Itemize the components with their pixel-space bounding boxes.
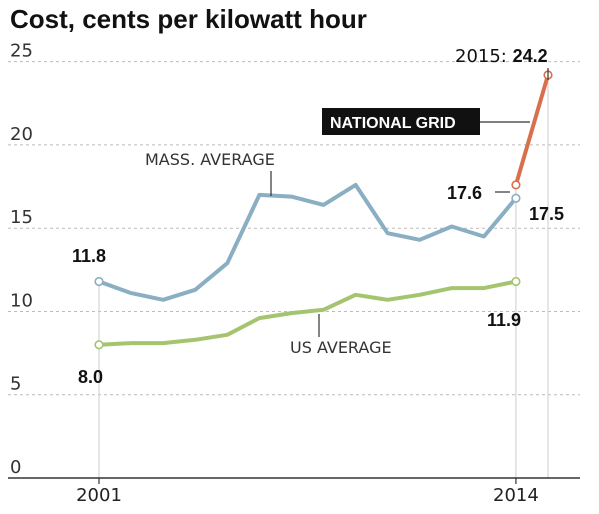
ng-2015-prefix: 2015: bbox=[455, 46, 513, 67]
mass-start-value: 11.8 bbox=[72, 246, 106, 266]
data-point-marker bbox=[511, 193, 521, 203]
us-average-label: US AVERAGE bbox=[290, 338, 392, 357]
series-line bbox=[513, 73, 550, 187]
x-tick-label: 2001 bbox=[76, 485, 122, 506]
y-tick-label: 10 bbox=[10, 290, 33, 311]
data-point-marker bbox=[94, 276, 104, 287]
ng-2015-number: 24.2 bbox=[513, 46, 548, 66]
us-end-value: 11.9 bbox=[487, 310, 521, 330]
y-tick-label: 20 bbox=[10, 124, 33, 145]
series-lines bbox=[97, 73, 550, 347]
ng-2014-value: 17.6 bbox=[447, 183, 482, 203]
data-point-marker bbox=[94, 340, 104, 350]
ng-2015-value: 2015: 24.2 bbox=[455, 46, 548, 67]
year-guide-lines bbox=[98, 74, 549, 478]
series-line bbox=[97, 279, 518, 347]
series-markers bbox=[94, 70, 553, 350]
mass-average-label: MASS. AVERAGE bbox=[145, 150, 275, 169]
y-tick-label: 0 bbox=[10, 457, 21, 478]
us-start-value: 8.0 bbox=[78, 367, 103, 387]
gridlines bbox=[8, 61, 580, 396]
national-grid-label: NATIONAL GRID bbox=[330, 115, 456, 132]
national-grid-badge bbox=[322, 108, 480, 135]
y-tick-label: 15 bbox=[10, 207, 33, 228]
y-tick-label: 25 bbox=[10, 41, 33, 62]
data-point-marker bbox=[511, 276, 521, 287]
x-axis-ticks: 2001 2014 bbox=[76, 478, 539, 506]
series-line bbox=[97, 182, 518, 302]
mass-end-value: 17.5 bbox=[529, 204, 564, 224]
y-axis-ticks: 0 5 10 15 20 25 bbox=[10, 41, 33, 478]
data-point-marker bbox=[511, 180, 521, 190]
y-tick-label: 5 bbox=[10, 374, 21, 395]
chart-title: Cost, cents per kilowatt hour bbox=[10, 4, 367, 34]
x-tick-label: 2014 bbox=[493, 485, 539, 506]
